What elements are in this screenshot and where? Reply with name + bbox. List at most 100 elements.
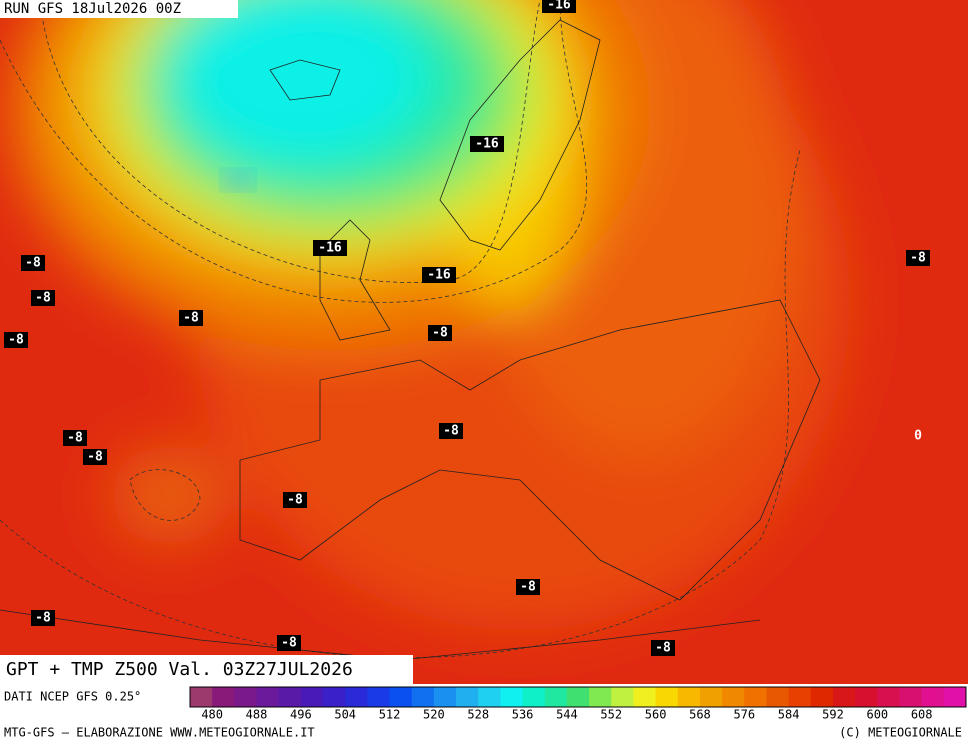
isotherm-label-bg bbox=[542, 0, 576, 13]
colorbar-label: 536 bbox=[512, 708, 534, 722]
color-swatch bbox=[832, 687, 856, 707]
color-swatch bbox=[722, 687, 745, 707]
colorbar-label: 528 bbox=[467, 708, 489, 722]
isotherm-label-bg bbox=[470, 136, 504, 152]
isotherm-label: 0 bbox=[914, 429, 922, 444]
color-swatch bbox=[389, 687, 413, 707]
isotherm-label: -8 bbox=[432, 326, 448, 341]
isotherm-label-bg bbox=[516, 579, 540, 595]
isotherm-label: -8 bbox=[35, 611, 51, 626]
color-swatch bbox=[611, 687, 634, 707]
colorbar-label: 568 bbox=[689, 708, 711, 722]
color-swatch bbox=[456, 687, 479, 707]
isotherm-label: -8 bbox=[67, 431, 83, 446]
color-swatch bbox=[744, 687, 767, 707]
color-swatch bbox=[323, 687, 346, 707]
colorbar-label: 544 bbox=[556, 708, 578, 722]
isotherm-label: -16 bbox=[427, 268, 451, 283]
isotherm-labels: -16 -16 -16 -16 -8 -8 -8 -8 -8 -8 -8 -8 -8 -8 -8 -8 -8 -8… bbox=[4, 0, 930, 656]
isotherm-label: -8 bbox=[443, 424, 459, 439]
isotherm-label: -8 bbox=[655, 641, 671, 656]
isotherm-label: -16 bbox=[318, 241, 342, 256]
color-swatch bbox=[345, 687, 368, 707]
data-source: DATI NCEP GFS 0.25° bbox=[4, 690, 141, 704]
color-swatch bbox=[899, 687, 923, 707]
isotherm-label-bg bbox=[313, 240, 347, 256]
colorbar-label: 608 bbox=[911, 708, 933, 722]
color-swatch bbox=[433, 687, 457, 707]
isotherm-label: -8 bbox=[87, 450, 103, 465]
isotherm-label-bg bbox=[906, 250, 930, 266]
map-title: GPT + TMP Z500 Val. 03Z27JUL2026 bbox=[6, 659, 353, 680]
color-swatch bbox=[566, 687, 590, 707]
isotherm-label-bg bbox=[428, 325, 452, 341]
footer-left: MTG-GFS — ELABORAZIONE WWW.METEOGIORNALE… bbox=[4, 726, 315, 740]
colorbar-label: 512 bbox=[379, 708, 401, 722]
colorbar-label: 592 bbox=[822, 708, 844, 722]
color-swatch bbox=[522, 687, 546, 707]
isotherm-label: -16 bbox=[547, 0, 571, 13]
isotherm-label: -8 bbox=[287, 493, 303, 508]
isotherm-label: -8 bbox=[183, 311, 199, 326]
color-swatch bbox=[478, 687, 501, 707]
isotherm-label-bg bbox=[4, 332, 28, 348]
isotherm-label-bg bbox=[283, 492, 307, 508]
isotherm-label: -8 bbox=[910, 251, 926, 266]
color-swatch bbox=[655, 687, 679, 707]
color-swatch bbox=[855, 687, 878, 707]
color-swatch bbox=[677, 687, 701, 707]
isotherm-label: -16 bbox=[475, 137, 499, 152]
color-swatch bbox=[212, 687, 235, 707]
isotherm-label-bg bbox=[651, 640, 675, 656]
color-swatch bbox=[278, 687, 302, 707]
colorbar: 480 488 496 504 512 520 528 536 544 552 560 568 576 5… bbox=[189, 686, 967, 722]
isotherm-label: -8 bbox=[520, 580, 536, 595]
colorbar-label: 560 bbox=[645, 708, 667, 722]
colorbar-label: 488 bbox=[246, 708, 268, 722]
isotherm-label-bg bbox=[31, 610, 55, 626]
colorbar-label: 584 bbox=[778, 708, 800, 722]
color-swatch bbox=[411, 687, 435, 707]
isotherm-label: -8 bbox=[25, 256, 41, 271]
color-swatch bbox=[766, 687, 790, 707]
isotherm-label-bg bbox=[31, 290, 55, 306]
color-swatch bbox=[367, 687, 391, 707]
isotherm-label-bg bbox=[277, 635, 301, 651]
color-swatch bbox=[810, 687, 834, 707]
isotherm-label-bg bbox=[63, 430, 87, 446]
isotherm-label-bg bbox=[83, 449, 107, 465]
color-swatch bbox=[877, 687, 900, 707]
isotherm-label-bg bbox=[21, 255, 45, 271]
isotherm-label-bg bbox=[439, 423, 463, 439]
isotherm-label-bg bbox=[179, 310, 203, 326]
isotherm-label-bg bbox=[422, 267, 456, 283]
colorbar-label: 576 bbox=[733, 708, 755, 722]
isotherm-label: -8 bbox=[35, 291, 51, 306]
color-swatch bbox=[500, 687, 524, 707]
color-swatch bbox=[589, 687, 612, 707]
color-swatch bbox=[544, 687, 568, 707]
contours bbox=[0, 0, 801, 658]
color-swatch bbox=[190, 687, 213, 707]
footer-right: (C) METEOGIORNALE bbox=[839, 726, 962, 740]
color-swatch bbox=[234, 687, 258, 707]
isotherm-label: -8 bbox=[281, 636, 297, 651]
colorbar-label: 480 bbox=[201, 708, 223, 722]
color-swatch bbox=[633, 687, 657, 707]
colorbar-label: 496 bbox=[290, 708, 312, 722]
run-label: RUN GFS 18Jul2026 00Z bbox=[4, 1, 181, 17]
color-swatch bbox=[256, 687, 280, 707]
color-swatch bbox=[921, 687, 945, 707]
colorbar-label: 552 bbox=[600, 708, 622, 722]
colorbar-label: 520 bbox=[423, 708, 445, 722]
color-swatch bbox=[788, 687, 812, 707]
color-swatch bbox=[943, 687, 967, 707]
color-swatch bbox=[300, 687, 324, 707]
map-field bbox=[0, 0, 968, 684]
colorbar-label: 504 bbox=[334, 708, 356, 722]
color-swatch bbox=[699, 687, 723, 707]
isotherm-label: -8 bbox=[8, 333, 24, 348]
colorbar-frame bbox=[189, 686, 967, 708]
